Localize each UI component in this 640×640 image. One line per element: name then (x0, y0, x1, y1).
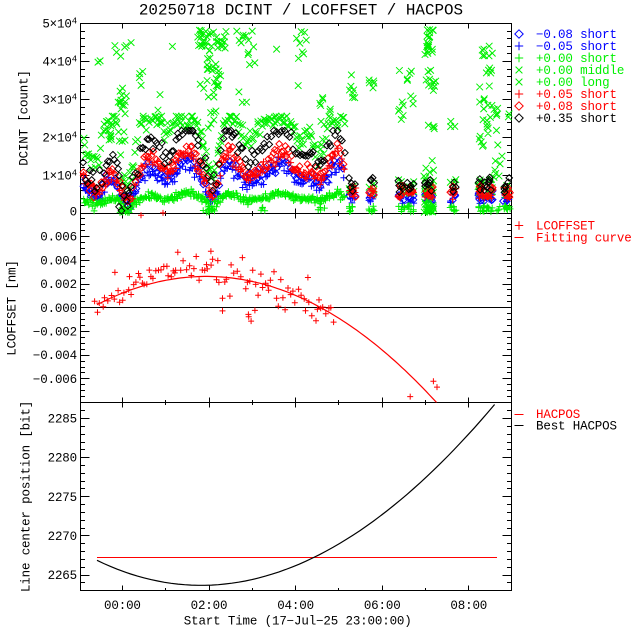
svg-text:3×104: 3×104 (42, 93, 77, 108)
svg-text:5×104: 5×104 (42, 17, 77, 32)
svg-text:00:00: 00:00 (104, 599, 141, 613)
svg-text:+0.05 short: +0.05 short (536, 88, 617, 102)
svg-text:2270: 2270 (48, 530, 77, 544)
svg-text:−0.08 short: −0.08 short (536, 28, 617, 42)
svg-text:+0.00 short: +0.00 short (536, 52, 617, 66)
svg-text:08:00: 08:00 (450, 599, 487, 613)
svg-text:−0.006: −0.006 (33, 373, 77, 387)
svg-text:Best HACPOS: Best HACPOS (536, 420, 617, 434)
svg-text:LCOFFSET: LCOFFSET (536, 220, 595, 234)
svg-text:0.002: 0.002 (40, 278, 77, 292)
svg-text:2×104: 2×104 (42, 131, 77, 146)
svg-text:Start Time (17−Jul−25 23:00:00: Start Time (17−Jul−25 23:00:00) (184, 615, 412, 629)
svg-text:0.006: 0.006 (40, 231, 77, 245)
svg-text:+0.00 long: +0.00 long (536, 76, 610, 90)
svg-text:+0.00 middle: +0.00 middle (536, 64, 624, 78)
svg-text:−0.004: −0.004 (33, 349, 77, 363)
svg-text:06:00: 06:00 (364, 599, 401, 613)
svg-text:+0.08 short: +0.08 short (536, 100, 617, 114)
svg-text:Fitting curve: Fitting curve (536, 232, 632, 246)
svg-text:04:00: 04:00 (277, 599, 314, 613)
svg-text:1×104: 1×104 (42, 169, 77, 184)
svg-text:−0.002: −0.002 (33, 325, 77, 339)
svg-text:0.000: 0.000 (40, 302, 77, 316)
svg-text:−0.05 short: −0.05 short (536, 40, 617, 54)
svg-text:02:00: 02:00 (191, 599, 228, 613)
svg-text:2275: 2275 (48, 491, 77, 505)
svg-text:20250718 DCINT / LCOFFSET / HA: 20250718 DCINT / LCOFFSET / HACPOS (139, 2, 463, 20)
svg-text:HACPOS: HACPOS (536, 408, 580, 422)
svg-text:Line center position [bit]: Line center position [bit] (20, 401, 34, 592)
svg-text:2265: 2265 (48, 569, 77, 583)
svg-text:2280: 2280 (48, 452, 77, 466)
svg-text:+0.35 short: +0.35 short (536, 112, 617, 126)
svg-text:0.004: 0.004 (40, 254, 77, 268)
svg-text:DCINT [count]: DCINT [count] (18, 70, 32, 166)
svg-text:2285: 2285 (48, 413, 77, 427)
svg-text:4×104: 4×104 (42, 55, 77, 70)
svg-text:0: 0 (70, 206, 77, 220)
svg-text:LCOFFSET [nm]: LCOFFSET [nm] (6, 260, 20, 356)
